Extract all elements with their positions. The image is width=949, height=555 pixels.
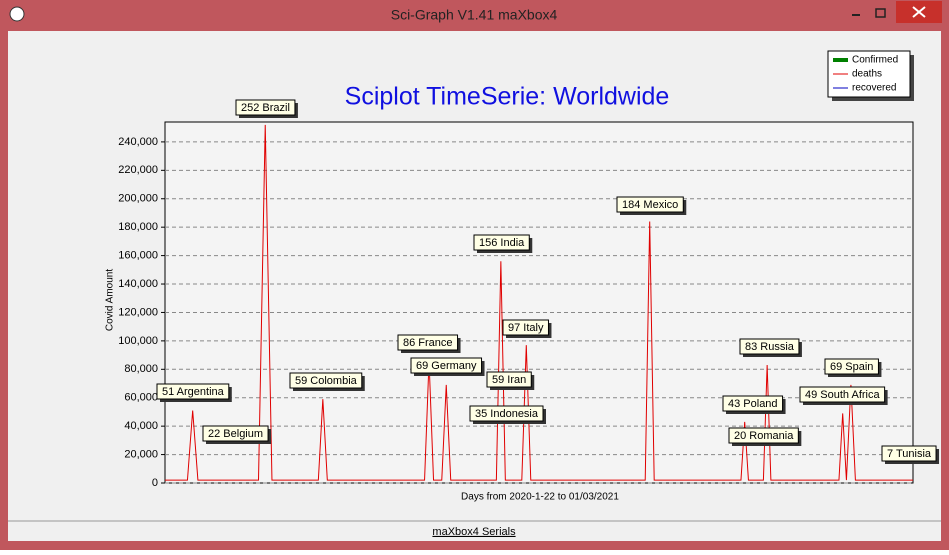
annotation-box bbox=[156, 383, 230, 400]
window-title: Sci-Graph V1.41 maXbox4 bbox=[391, 7, 558, 23]
legend-label: Confirmed bbox=[852, 55, 898, 66]
annotation-text: 7 Tunisia bbox=[887, 448, 932, 460]
annotation-text: 49 South Africa bbox=[805, 389, 880, 401]
legend-label: recovered bbox=[852, 83, 896, 94]
y-tick-label: 100,000 bbox=[118, 335, 158, 347]
annotation-text: 69 Germany bbox=[416, 360, 477, 372]
y-tick-label: 200,000 bbox=[118, 193, 158, 205]
annotation-box bbox=[289, 372, 363, 389]
chart-title: Sciplot TimeSerie: Worldwide bbox=[345, 83, 670, 111]
annotation-text: 184 Mexico bbox=[622, 199, 678, 211]
y-tick-label: 20,000 bbox=[124, 448, 158, 460]
annotation-text: 97 Italy bbox=[508, 322, 544, 334]
annotation-box bbox=[410, 357, 483, 374]
y-tick-label: 140,000 bbox=[118, 278, 158, 290]
legend: Confirmed deaths recovered bbox=[827, 50, 914, 101]
annotation-text: 59 Iran bbox=[492, 374, 526, 386]
annotation-text: 86 France bbox=[403, 337, 453, 349]
y-tick-label: 220,000 bbox=[118, 164, 158, 176]
annotations: 51 Argentina 252 Brazil 59 Colombia 86 Fran… bbox=[156, 99, 940, 464]
annotation-box bbox=[881, 445, 937, 462]
annotation-text: 156 India bbox=[479, 237, 525, 249]
annotation-text: 22 Belgium bbox=[208, 428, 263, 440]
annotation-text: 252 Brazil bbox=[241, 102, 290, 114]
y-axis-label: Covid Amount bbox=[105, 269, 116, 331]
annotation-text: 51 Argentina bbox=[162, 386, 225, 398]
annotation-text: 20 Romania bbox=[734, 430, 794, 442]
legend-label: deaths bbox=[852, 69, 882, 80]
annotation-box bbox=[202, 425, 269, 442]
annotation-box bbox=[616, 196, 684, 213]
status-text: maXbox4 Serials bbox=[432, 526, 516, 538]
annotation-text: 59 Colombia bbox=[295, 375, 358, 387]
y-tick-label: 180,000 bbox=[118, 221, 158, 233]
annotation-box bbox=[728, 427, 799, 444]
annotation-box bbox=[722, 395, 784, 412]
plot-area bbox=[164, 121, 914, 484]
annotation-text: 35 Indonesia bbox=[475, 408, 539, 420]
annotation-box bbox=[473, 234, 530, 251]
series-line bbox=[165, 124, 913, 481]
y-tick-label: 0 bbox=[152, 477, 158, 489]
annotation-box bbox=[469, 405, 544, 422]
y-tick-label: 80,000 bbox=[124, 363, 158, 375]
annotation-box bbox=[397, 334, 459, 351]
y-tick-label: 160,000 bbox=[118, 250, 158, 262]
y-tick-label: 60,000 bbox=[124, 392, 158, 404]
x-axis-label: Days from 2020-1-22 to 01/03/2021 bbox=[461, 492, 619, 503]
annotation-box bbox=[824, 358, 879, 375]
y-tick-label: 120,000 bbox=[118, 306, 158, 318]
annotation-box bbox=[235, 99, 296, 116]
y-tick-label: 240,000 bbox=[118, 136, 158, 148]
annotation-box bbox=[799, 386, 886, 403]
annotation-box bbox=[739, 338, 800, 355]
app-icon bbox=[9, 6, 25, 22]
annotation-box bbox=[502, 319, 549, 336]
maximize-icon bbox=[875, 8, 886, 18]
annotation-text: 69 Spain bbox=[830, 361, 873, 373]
y-tick-label: 40,000 bbox=[124, 420, 158, 432]
close-icon bbox=[912, 6, 926, 18]
annotation-text: 43 Poland bbox=[728, 398, 778, 410]
annotation-box bbox=[486, 371, 532, 388]
annotation-text: 83 Russia bbox=[745, 341, 795, 353]
